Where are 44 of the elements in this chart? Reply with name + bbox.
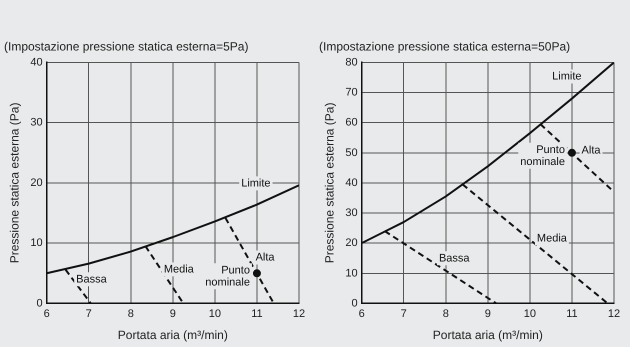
x-tick-label: 9 xyxy=(170,308,176,320)
y-tick-label: 40 xyxy=(345,176,358,189)
series-label: Limite xyxy=(552,70,582,83)
chart-title: (Impostazione pressione statica esterna=5Pa) xyxy=(4,40,248,54)
x-tick-label: 7 xyxy=(86,308,92,320)
y-tick-label: 30 xyxy=(30,116,43,129)
series-label: Alta xyxy=(582,144,602,156)
y-tick-label: 10 xyxy=(345,267,358,280)
x-tick-label: 12 xyxy=(292,308,306,320)
x-tick-label: 8 xyxy=(128,308,134,320)
x-tick-label: 10 xyxy=(524,308,536,320)
series-label: Alta xyxy=(256,252,276,264)
y-tick-label: 20 xyxy=(30,176,43,189)
y-tick-label: 10 xyxy=(30,237,43,250)
x-tick-label: 9 xyxy=(484,308,491,320)
y-tick-label: 0 xyxy=(36,297,43,310)
y-axis-title: Pressione statica esterna (Pa) xyxy=(322,102,337,264)
x-tick-label: 6 xyxy=(44,308,50,320)
x-tick-label: 6 xyxy=(358,308,365,320)
series-label: Media xyxy=(164,263,195,276)
y-tick-label: 80 xyxy=(345,56,358,68)
y-tick-label: 20 xyxy=(345,237,358,250)
y-tick-label: 40 xyxy=(30,56,43,68)
x-tick-label: 7 xyxy=(400,308,407,320)
series-label: Punto nominale xyxy=(205,264,250,288)
series-label: Bassa xyxy=(438,252,470,264)
chart-title: (Impostazione pressione statica esterna=50Pa) xyxy=(319,40,570,54)
series-label: Punto nominale xyxy=(520,144,565,168)
series-label: Media xyxy=(536,232,568,244)
x-tick-label: 12 xyxy=(608,308,620,320)
y-tick-label: 60 xyxy=(345,116,358,129)
y-tick-label: 70 xyxy=(345,86,358,99)
x-tick-label: 10 xyxy=(208,308,222,320)
x-tick-label: 8 xyxy=(442,308,449,320)
x-axis-title: Portata aria (m³/min) xyxy=(118,328,228,342)
series-label: Bassa xyxy=(76,273,108,286)
y-tick-label: 0 xyxy=(352,297,358,310)
y-tick-label: 30 xyxy=(345,207,358,220)
y-axis-title: Pressione statica esterna (Pa) xyxy=(8,102,22,264)
x-axis-title: Portata aria (m³/min) xyxy=(432,328,543,342)
y-tick-label: 50 xyxy=(345,146,358,159)
series-label: Limite xyxy=(241,177,271,190)
x-tick-label: 11 xyxy=(566,308,578,320)
x-tick-label: 11 xyxy=(251,308,263,320)
